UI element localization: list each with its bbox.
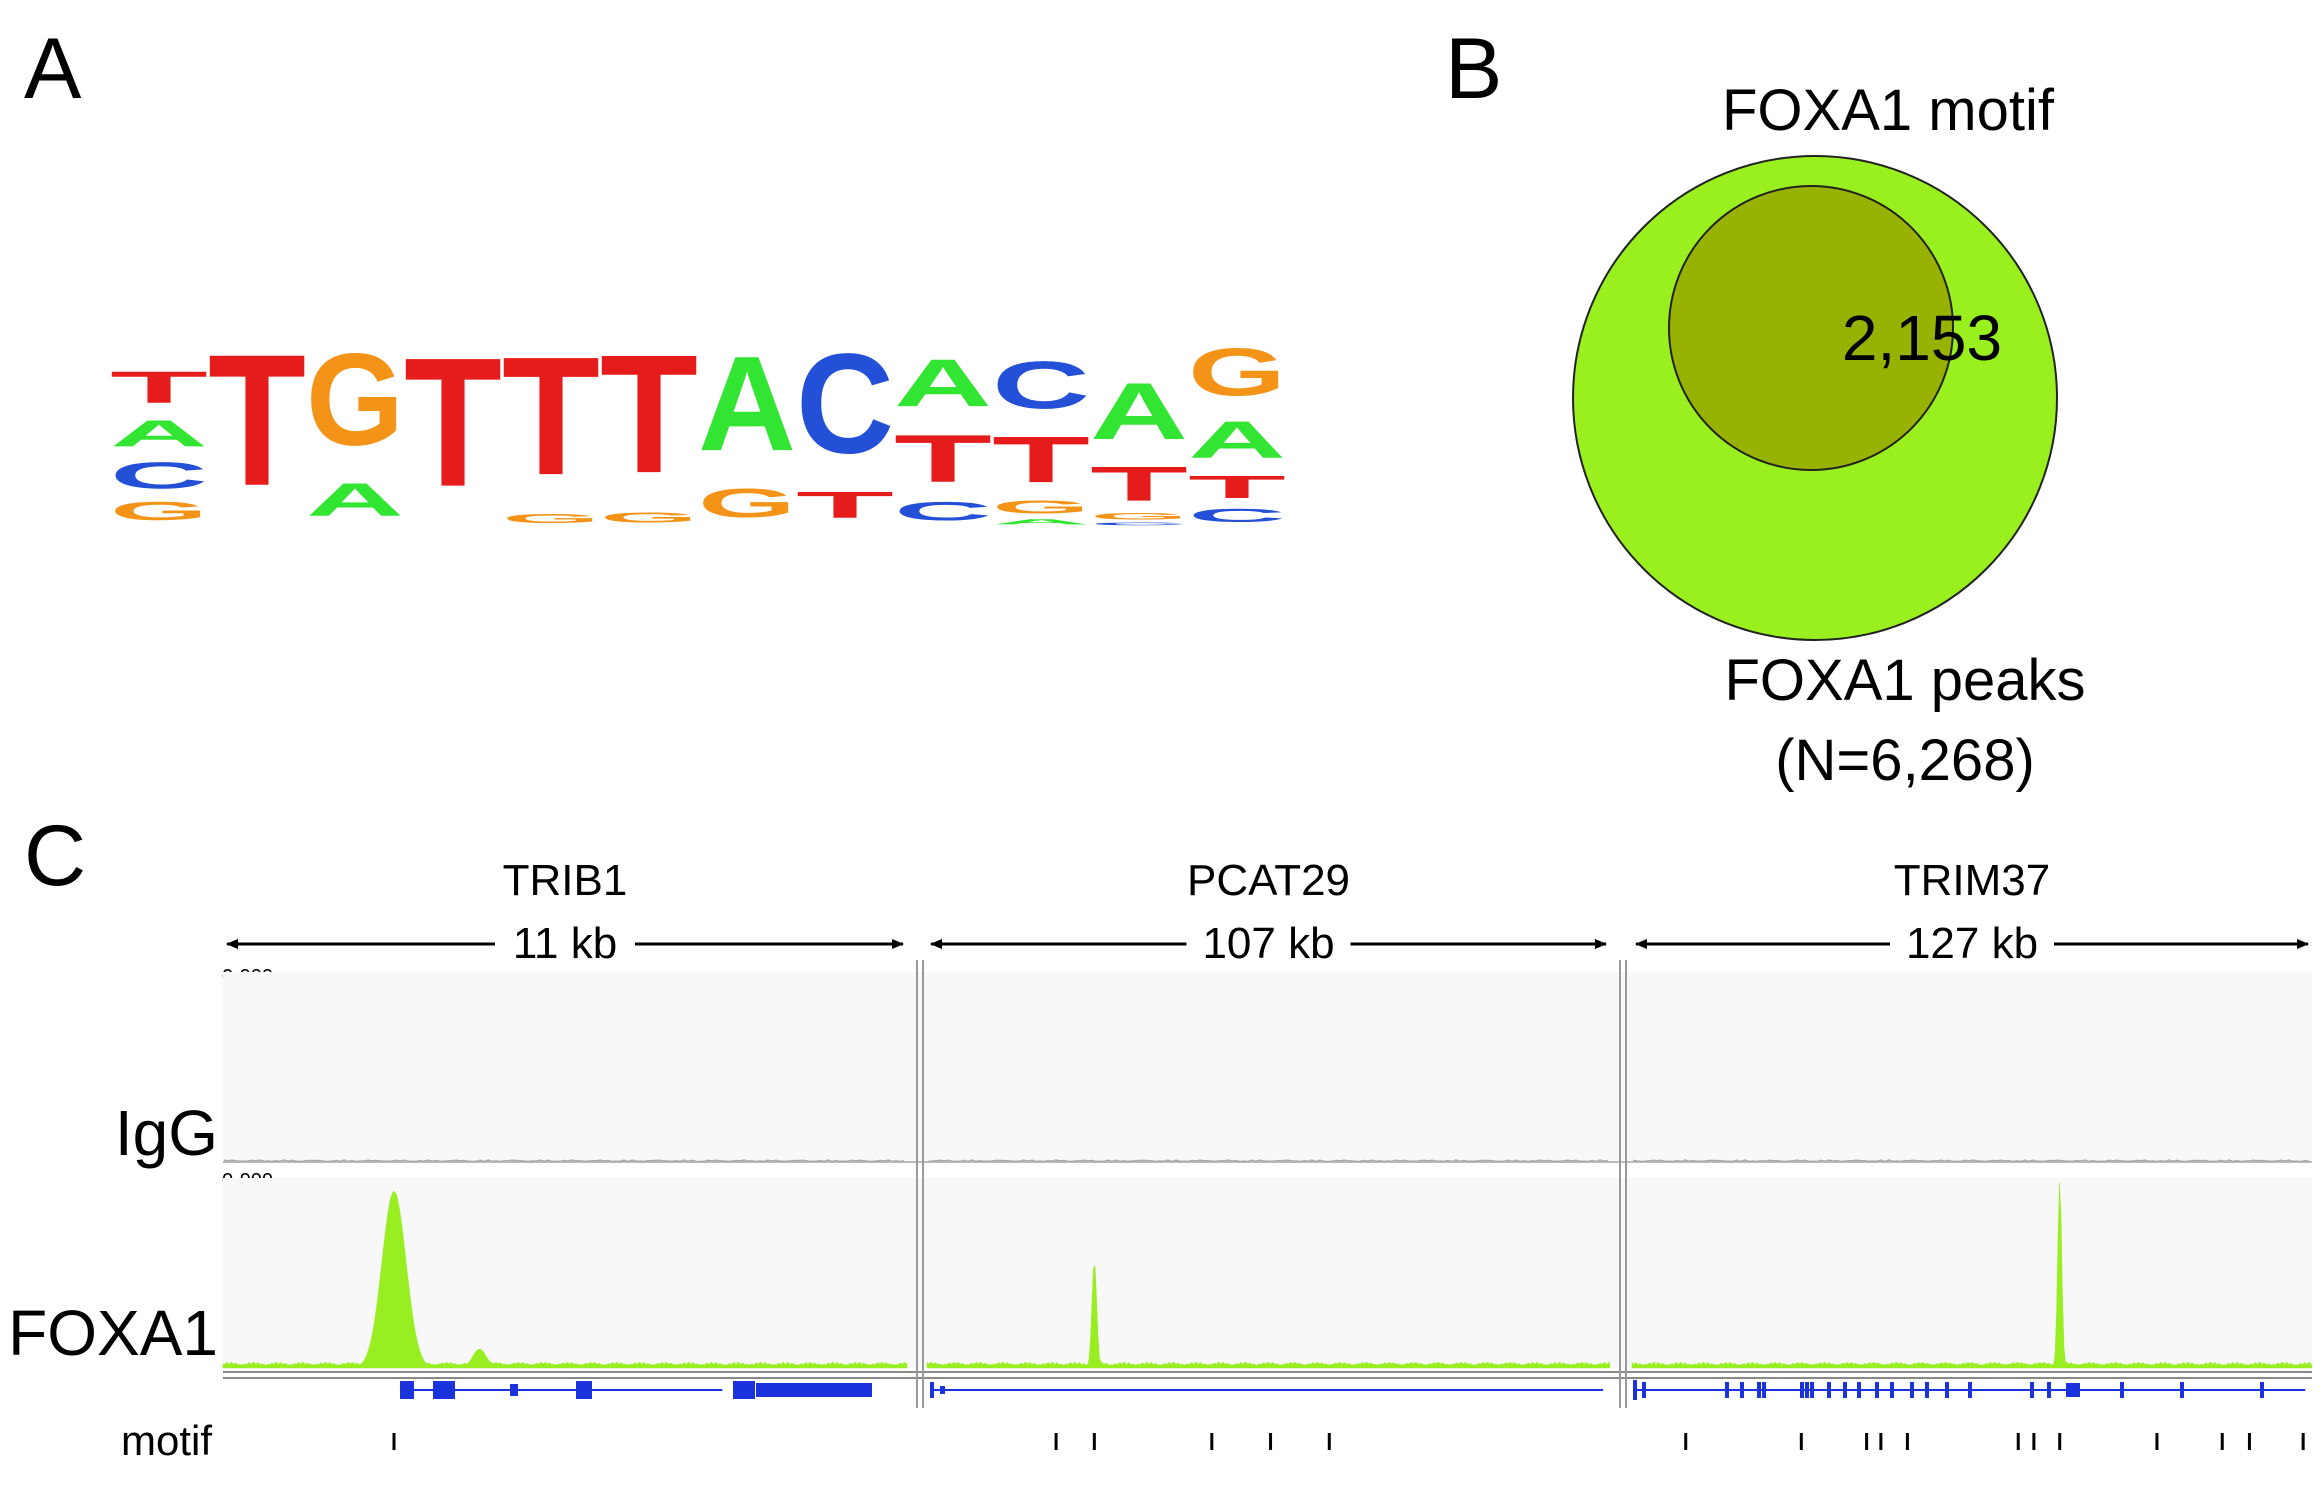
venn-outer-label: FOXA1 peaks	[1724, 648, 2085, 713]
gene-exon	[733, 1381, 755, 1399]
logo-letter-c: C	[110, 455, 208, 497]
logo-letter-a: A	[306, 473, 404, 526]
foxa1-signal	[1631, 1182, 2313, 1369]
foxa1-signal	[926, 1264, 1611, 1369]
gene-exon	[1945, 1382, 1949, 1398]
logo-letter-g: G	[502, 511, 600, 526]
logo-letter-a: A	[110, 413, 208, 455]
logo-letter-a: A	[1188, 410, 1286, 469]
gene-label: PCAT29	[1187, 856, 1350, 905]
gene-exon	[1857, 1382, 1861, 1398]
region-length-label: 127 kb	[1906, 919, 2038, 968]
gene-exon	[1875, 1382, 1879, 1398]
gene-exon	[1805, 1382, 1809, 1398]
logo-letter-g: G	[306, 327, 404, 473]
igg-signal	[927, 1159, 1609, 1163]
venn-diagram: FOXA1 motif 2,153 FOXA1 peaks (N=6,268)	[1572, 78, 2086, 793]
gene-exon	[1925, 1382, 1929, 1398]
foxa1-signal	[222, 1190, 908, 1369]
gene-exon	[1725, 1382, 1729, 1398]
gene-label: TRIB1	[503, 856, 628, 905]
gene-exon	[433, 1381, 455, 1399]
gene-exon	[1800, 1382, 1804, 1398]
gene-exon	[2120, 1382, 2124, 1398]
logo-letter-g: G	[1188, 336, 1286, 411]
logo-letter-c: C	[992, 347, 1090, 423]
venn-inner-label: FOXA1 motif	[1722, 78, 2055, 143]
logo-letter-t: T	[110, 362, 208, 412]
igg-signal	[1632, 1159, 2310, 1163]
venn-outer-count: (N=6,268)	[1775, 728, 2035, 793]
gene-label: TRIM37	[1894, 856, 2050, 905]
gene-exon	[1633, 1380, 1637, 1400]
igg-track-area	[223, 972, 2312, 1162]
logo-letter-g: G	[992, 497, 1090, 518]
gene-exon	[1642, 1382, 1646, 1398]
gene-exon	[2030, 1382, 2034, 1398]
logo-letter-t: T	[1090, 457, 1188, 511]
gene-exon	[2066, 1383, 2080, 1397]
logo-letter-t: T	[208, 315, 306, 525]
logo-letter-c: C	[1188, 505, 1286, 526]
logo-letter-c: C	[1090, 522, 1188, 526]
gene-exon	[2260, 1382, 2264, 1398]
logo-letter-t: T	[502, 321, 600, 510]
panel-a-label: A	[24, 21, 82, 117]
gene-exon	[930, 1382, 934, 1398]
venn-inner-circle	[1668, 185, 1954, 471]
panel-c-label: C	[24, 808, 86, 904]
logo-letter-t: T	[992, 423, 1090, 496]
logo-letter-a: A	[894, 345, 992, 421]
logo-letter-g: G	[698, 480, 796, 526]
logo-letter-g: G	[110, 497, 208, 526]
logo-letter-a: A	[698, 327, 796, 479]
gene-exon	[1843, 1382, 1847, 1398]
logo-letter-a: A	[992, 518, 1090, 526]
panel-b-label: B	[1445, 21, 1502, 117]
igg-track-label: IgG	[115, 1097, 218, 1169]
gene-exon	[1810, 1382, 1814, 1398]
logo-letter-c: C	[894, 497, 992, 526]
browser-tracks: TRIB1 11 kb PCAT29 107 kb TRIM37 127 kb	[222, 856, 2313, 1450]
gene-exon	[1827, 1382, 1831, 1398]
igg-signal	[223, 1159, 905, 1163]
logo-letter-t: T	[600, 319, 698, 508]
gene-exon	[576, 1381, 592, 1399]
logo-letter-c: C	[796, 325, 894, 484]
gene-exon	[1910, 1382, 1914, 1398]
logo-letter-t: T	[894, 421, 992, 496]
foxa1-track-label: FOXA1	[8, 1297, 218, 1369]
region-length-label: 107 kb	[1202, 919, 1334, 968]
gene-exon	[940, 1386, 945, 1394]
region-length-label: 11 kb	[513, 919, 617, 968]
logo-letter-g: G	[1090, 511, 1188, 521]
logo-letter-t: T	[796, 484, 894, 526]
gene-exon	[1890, 1382, 1894, 1398]
gene-exon	[2180, 1382, 2184, 1398]
gene-exon	[1757, 1382, 1761, 1398]
logo-letter-t: T	[1188, 469, 1286, 505]
gene-exon	[756, 1383, 872, 1397]
venn-inner-count: 2,153	[1842, 302, 2002, 374]
gene-exon	[1762, 1382, 1766, 1398]
gene-exon	[510, 1384, 518, 1396]
gene-exon	[1968, 1382, 1972, 1398]
motif-track-label: motif	[121, 1417, 212, 1464]
logo-letter-a: A	[1090, 366, 1188, 456]
foxa1-track-area	[223, 1178, 2312, 1368]
gene-exon	[2047, 1382, 2051, 1398]
gene-exon	[400, 1381, 414, 1399]
logo-letter-t: T	[404, 319, 502, 525]
logo-letter-g: G	[600, 509, 698, 526]
gene-exon	[1740, 1382, 1744, 1398]
